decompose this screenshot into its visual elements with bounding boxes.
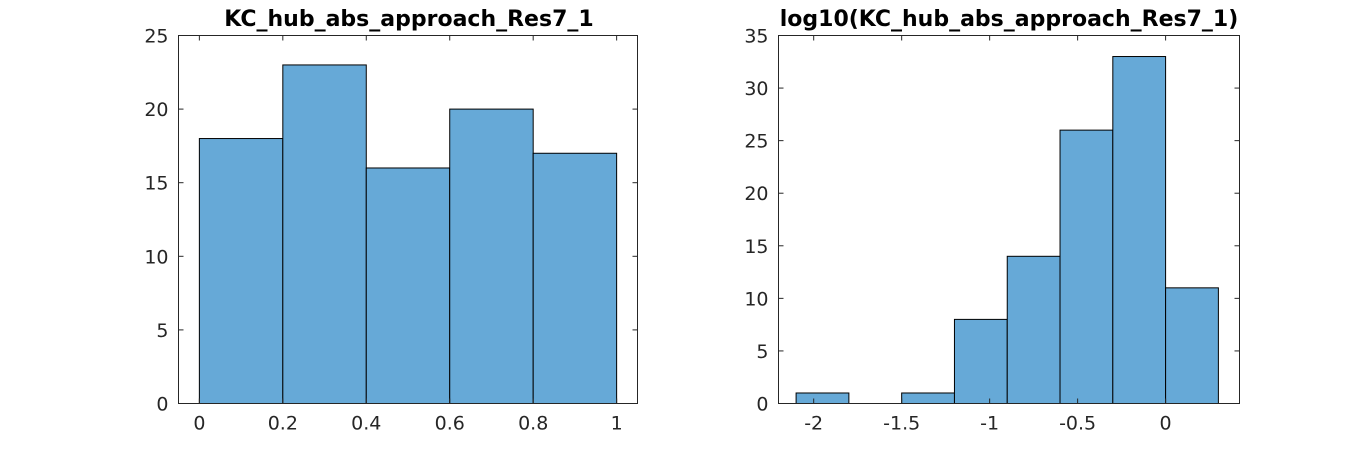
histogram-bar bbox=[1006, 255, 1061, 404]
y-tick-label: 15 bbox=[144, 173, 168, 195]
histogram-plot-linear: KC_hub_abs_approach_Res7_1 0 0.2 0.4 0.6 0.8… bbox=[144, 7, 638, 435]
x-tick-label: -1.5 bbox=[883, 413, 920, 435]
x-tick-label: 0.8 bbox=[518, 413, 548, 435]
y-tick-label: 35 bbox=[744, 26, 768, 48]
y-tick-label: 20 bbox=[744, 183, 768, 205]
histogram-bar bbox=[795, 392, 850, 405]
bars-group bbox=[795, 56, 1219, 405]
y-tick-label: 10 bbox=[144, 246, 168, 268]
x-tick-label: 0 bbox=[1160, 413, 1172, 435]
ticks-group: -2 -1.5 -1 -0.5 0 0 5 10 15 20 25 30 35 bbox=[744, 26, 1240, 435]
bars-group bbox=[198, 64, 618, 404]
plot-title: KC_hub_abs_approach_Res7_1 bbox=[224, 7, 593, 32]
x-tick-label: -2 bbox=[804, 413, 823, 435]
histogram-bar bbox=[1059, 129, 1114, 404]
histogram-bar bbox=[1112, 56, 1167, 405]
histogram-bar bbox=[1165, 287, 1219, 405]
histogram-bar bbox=[198, 138, 284, 404]
plot-title: log10(KC_hub_abs_approach_Res7_1) bbox=[780, 7, 1239, 32]
y-tick-label: 25 bbox=[144, 26, 168, 48]
x-tick-label: 0.2 bbox=[268, 413, 298, 435]
histogram-bar bbox=[532, 152, 618, 404]
y-tick-label: 25 bbox=[744, 131, 768, 153]
histogram-bar bbox=[953, 318, 1008, 404]
y-tick-label: 5 bbox=[156, 320, 168, 342]
y-tick-label: 20 bbox=[144, 99, 168, 121]
x-tick-label: 0.4 bbox=[351, 413, 381, 435]
x-tick-label: -1 bbox=[980, 413, 999, 435]
y-tick-label: 0 bbox=[756, 394, 768, 416]
histogram-bar bbox=[365, 167, 451, 404]
y-tick-label: 5 bbox=[756, 341, 768, 363]
y-tick-label: 15 bbox=[744, 236, 768, 258]
y-tick-label: 10 bbox=[744, 288, 768, 310]
histogram-plot-log10: log10(KC_hub_abs_approach_Res7_1) -2 -1.5… bbox=[744, 7, 1240, 435]
y-tick-label: 30 bbox=[744, 78, 768, 100]
x-tick-label: 0 bbox=[193, 413, 205, 435]
x-tick-label: 0.6 bbox=[435, 413, 465, 435]
x-tick-label: 1 bbox=[611, 413, 623, 435]
y-tick-label: 0 bbox=[156, 394, 168, 416]
histogram-bar bbox=[449, 108, 534, 404]
x-tick-label: -0.5 bbox=[1059, 413, 1096, 435]
histogram-bar bbox=[282, 64, 367, 404]
axes-box bbox=[178, 35, 638, 404]
histogram-bar bbox=[901, 392, 955, 405]
axes-box bbox=[778, 35, 1240, 404]
